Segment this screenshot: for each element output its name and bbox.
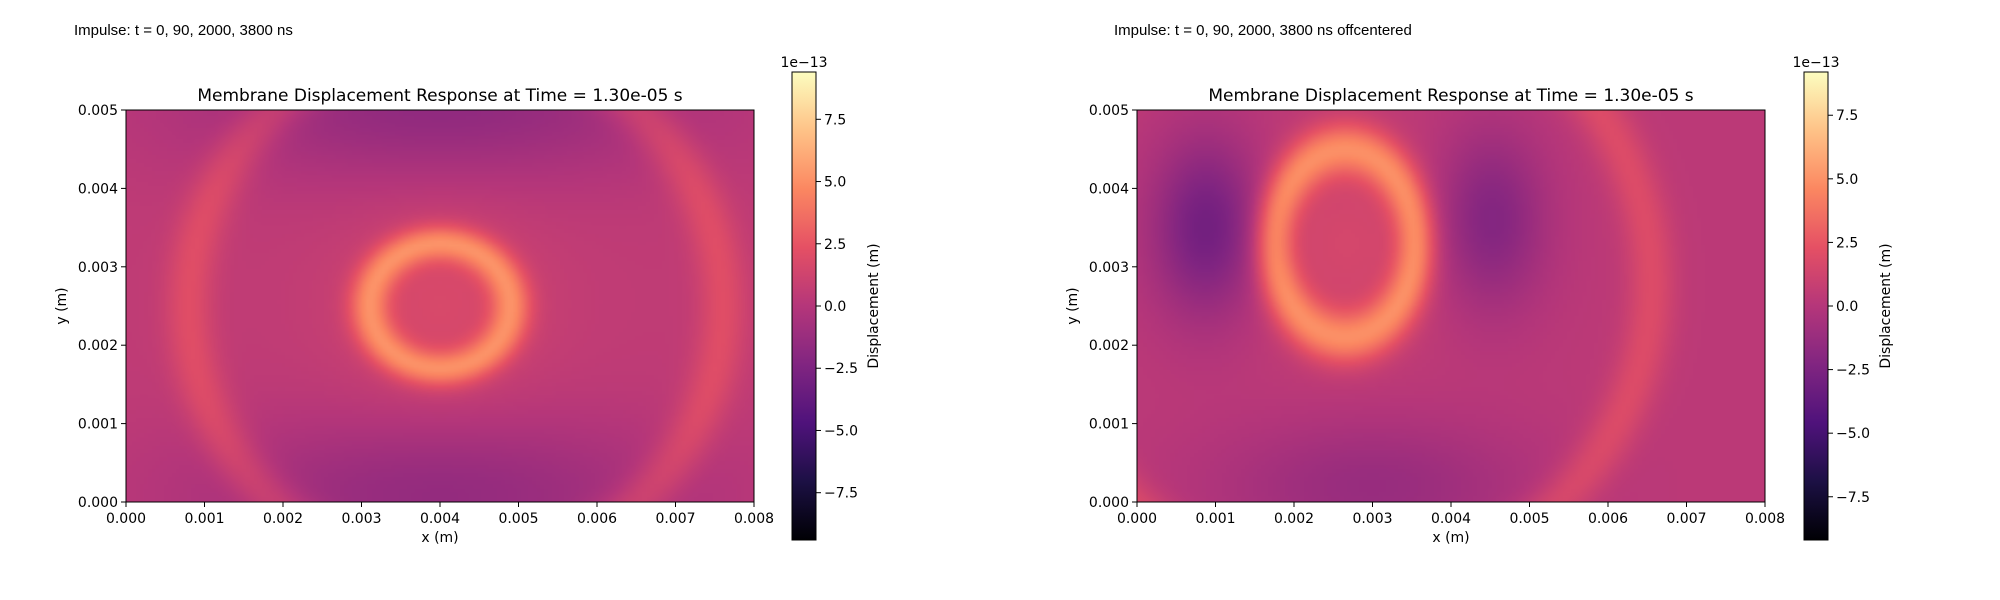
y-tick-label: 0.004 [78, 181, 118, 197]
colorbar-tick-label: 5.0 [1836, 172, 1858, 188]
x-tick-label: 0.004 [1431, 511, 1471, 527]
colorbar-tick-label: −7.5 [824, 486, 858, 502]
colorbar-tick-label: −7.5 [1836, 490, 1870, 506]
y-tick-label: 0.004 [1089, 181, 1129, 197]
x-tick-label: 0.005 [1509, 511, 1549, 527]
colorbar-tick-label: 2.5 [1836, 235, 1858, 251]
x-tick-label: 0.001 [1195, 511, 1235, 527]
colorbar-tick-label: 0.0 [824, 299, 846, 315]
chart-title: Membrane Displacement Response at Time =… [1208, 86, 1693, 106]
x-axis-label: x (m) [1432, 530, 1469, 546]
y-tick-label: 0.005 [1089, 103, 1129, 119]
x-tick-label: 0.007 [1666, 511, 1706, 527]
colorbar-tick-label: 7.5 [824, 112, 846, 128]
y-tick-label: 0.001 [78, 417, 118, 433]
colorbar [1803, 71, 1829, 541]
x-tick-label: 0.007 [655, 511, 695, 527]
caption-left: Impulse: t = 0, 90, 2000, 3800 ns [74, 22, 293, 39]
colorbar-tick-label: 7.5 [1836, 108, 1858, 124]
x-tick-label: 0.008 [1745, 511, 1785, 527]
x-tick-label: 0.008 [734, 511, 774, 527]
colorbar-tick-label: 2.5 [824, 237, 846, 253]
x-tick-label: 0.004 [420, 511, 460, 527]
y-tick-label: 0.003 [78, 260, 118, 276]
colorbar-tick-label: −2.5 [824, 361, 858, 377]
x-tick-label: 0.002 [1274, 511, 1314, 527]
colorbar-label: Displacement (m) [866, 243, 882, 368]
y-tick-label: 0.000 [1089, 495, 1129, 511]
heatmap-panel-centered: Membrane Displacement Response at Time =… [54, 55, 882, 546]
colorbar-tick-label: −5.0 [1836, 426, 1870, 442]
heatmap-image [126, 110, 754, 502]
colorbar-offset-text: 1e−13 [780, 55, 827, 71]
colorbar-label: Displacement (m) [1878, 243, 1894, 368]
x-tick-label: 0.002 [263, 511, 303, 527]
y-tick-label: 0.000 [78, 495, 118, 511]
y-axis-label: y (m) [54, 287, 70, 324]
x-tick-label: 0.003 [1352, 511, 1392, 527]
colorbar-tick-label: 5.0 [824, 175, 846, 191]
colorbar-tick-label: −5.0 [824, 423, 858, 439]
x-tick-label: 0.003 [341, 511, 381, 527]
y-tick-label: 0.005 [78, 103, 118, 119]
x-tick-label: 0.000 [1117, 511, 1157, 527]
colorbar [791, 71, 817, 541]
x-tick-label: 0.001 [184, 511, 224, 527]
y-tick-label: 0.002 [1089, 338, 1129, 354]
y-tick-label: 0.003 [1089, 260, 1129, 276]
x-tick-label: 0.006 [577, 511, 617, 527]
chart-title: Membrane Displacement Response at Time =… [197, 86, 682, 106]
colorbar-offset-text: 1e−13 [1792, 55, 1839, 71]
y-tick-label: 0.002 [78, 338, 118, 354]
colorbar-tick-label: 0.0 [1836, 299, 1858, 315]
heatmap-panel-offcentered: Membrane Displacement Response at Time =… [1065, 55, 1894, 546]
heatmap-image [1137, 110, 1765, 502]
x-tick-label: 0.006 [1588, 511, 1628, 527]
colorbar-tick-label: −2.5 [1836, 363, 1870, 379]
y-tick-label: 0.001 [1089, 417, 1129, 433]
x-tick-label: 0.005 [498, 511, 538, 527]
y-axis-label: y (m) [1065, 287, 1081, 324]
x-axis-label: x (m) [421, 530, 458, 546]
x-tick-label: 0.000 [106, 511, 146, 527]
caption-right: Impulse: t = 0, 90, 2000, 3800 ns offcen… [1114, 22, 1412, 39]
